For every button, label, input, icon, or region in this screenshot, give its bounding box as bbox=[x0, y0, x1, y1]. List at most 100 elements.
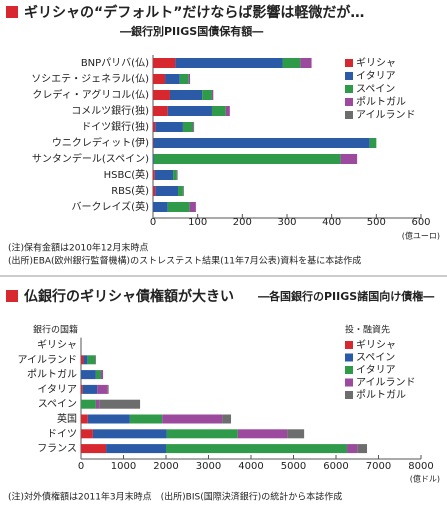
bar-segment bbox=[81, 400, 96, 409]
bar-segment bbox=[357, 444, 367, 453]
y-tick-label: BNPパリバ(仏) bbox=[81, 57, 149, 69]
legend-swatch bbox=[345, 366, 353, 374]
y-tick-label: ドイツ銀行(独) bbox=[81, 120, 149, 133]
bar-segment bbox=[183, 186, 184, 196]
bar-segment bbox=[212, 106, 226, 116]
bar-segment bbox=[153, 122, 155, 132]
bar-segment bbox=[226, 106, 230, 116]
bar-segment bbox=[99, 400, 140, 409]
note: (注)保有金額は2010年12月末時点 bbox=[8, 242, 148, 254]
legend-label: アイルランド bbox=[356, 109, 416, 121]
bar-segment bbox=[189, 74, 190, 84]
x-tick-label: 200 bbox=[233, 217, 252, 228]
legend-swatch bbox=[345, 72, 353, 80]
legend-label: ポルトガル bbox=[356, 389, 406, 401]
bar-segment bbox=[108, 385, 109, 394]
chart-subtitle: ―各国銀行のPIIGS諸国向け債権― bbox=[258, 289, 434, 303]
bar-segment bbox=[153, 90, 170, 100]
bar-segment bbox=[162, 415, 222, 424]
bar-segment bbox=[153, 202, 168, 212]
legend-swatch bbox=[345, 111, 353, 119]
x-tick-label: 100 bbox=[188, 217, 207, 228]
y-tick-label: イタリア bbox=[37, 383, 77, 395]
x-tick-label: 0 bbox=[150, 217, 156, 228]
bar-segment bbox=[81, 429, 93, 438]
bar-segment bbox=[300, 58, 311, 68]
bar-segment bbox=[222, 415, 231, 424]
bar-segment bbox=[154, 154, 341, 164]
y-tick-label: RBS(英) bbox=[111, 184, 149, 197]
legend-label: スペイン bbox=[356, 353, 395, 364]
legend-swatch bbox=[345, 391, 353, 399]
bar-segment bbox=[97, 385, 108, 394]
note: (出所)EBA(欧州銀行監督機構)のストレステスト結果(11年7月公表)資料を基… bbox=[8, 255, 361, 267]
y-tick-label: バークレイズ(英) bbox=[71, 200, 149, 213]
x-tick-label: 0 bbox=[78, 461, 84, 472]
bar-segment bbox=[193, 122, 194, 132]
y-tick-label: ギリシャ bbox=[37, 339, 77, 351]
heading-square bbox=[6, 6, 18, 18]
x-tick-label: 1000 bbox=[111, 461, 136, 472]
y-tick-label: ドイツ bbox=[47, 429, 77, 440]
legend-swatch bbox=[345, 98, 353, 106]
bar-segment bbox=[153, 170, 155, 180]
bar-segment bbox=[347, 444, 357, 453]
bar-segment bbox=[130, 415, 162, 424]
bar-segment bbox=[168, 106, 212, 116]
legend-swatch bbox=[345, 341, 353, 349]
bar-segment bbox=[101, 370, 103, 379]
bar-segment bbox=[153, 154, 154, 164]
unit-label: (億ユーロ) bbox=[402, 231, 440, 241]
x-tick-label: 600 bbox=[411, 217, 430, 228]
legend-label: イタリア bbox=[356, 364, 396, 376]
bar-segment bbox=[177, 170, 178, 180]
x-tick-label: 3000 bbox=[196, 461, 221, 472]
legend-label: スペイン bbox=[356, 84, 395, 95]
y-tick-label: ウニクレディット(伊) bbox=[52, 136, 149, 149]
x-tick-label: 4000 bbox=[238, 461, 263, 472]
axis-label: 銀行の国籍 bbox=[33, 324, 78, 336]
bar-segment bbox=[153, 58, 175, 68]
bar-segment bbox=[96, 370, 101, 379]
bar-segment bbox=[106, 444, 166, 453]
bar-segment bbox=[155, 186, 178, 196]
legend-label: イタリア bbox=[356, 70, 396, 82]
y-tick-label: HSBC(英) bbox=[104, 168, 149, 181]
x-tick-label: 300 bbox=[277, 217, 296, 228]
y-tick-label: 英国 bbox=[57, 412, 77, 425]
chart-title: ギリシャの“デフォルト”だけならば影響は軽微だが… bbox=[24, 4, 364, 21]
bar-segment bbox=[96, 400, 99, 409]
bar-segment bbox=[190, 202, 196, 212]
bar-segment bbox=[153, 186, 155, 196]
x-tick-label: 400 bbox=[322, 217, 341, 228]
bar-segment bbox=[202, 90, 212, 100]
bar-segment bbox=[167, 429, 238, 438]
bar-segment bbox=[153, 74, 165, 84]
x-tick-label: 8000 bbox=[408, 461, 433, 472]
legend-label: ギリシャ bbox=[356, 57, 396, 69]
unit-label: (億ドル) bbox=[410, 474, 440, 484]
bar-segment bbox=[155, 170, 173, 180]
y-tick-label: スペイン bbox=[38, 399, 77, 410]
y-tick-label: ソシエテ・ジェネラル(仏) bbox=[31, 73, 149, 85]
legend-label: アイルランド bbox=[356, 377, 416, 389]
bar-segment bbox=[166, 444, 347, 453]
bar-segment bbox=[81, 444, 106, 453]
chart-title: 仏銀行のギリシャ債権額が大きい bbox=[24, 288, 234, 305]
bar-segment bbox=[153, 138, 369, 148]
bar-segment bbox=[212, 90, 213, 100]
bar-segment bbox=[93, 429, 167, 438]
bar-segment bbox=[238, 429, 287, 438]
legend-swatch bbox=[345, 379, 353, 387]
bar-segment bbox=[81, 355, 84, 364]
bar-segment bbox=[87, 355, 95, 364]
bar-segment bbox=[341, 154, 358, 164]
bar-segment bbox=[81, 370, 96, 379]
bar-segment bbox=[173, 170, 177, 180]
heading-square bbox=[6, 290, 18, 302]
bar-segment bbox=[155, 122, 183, 132]
note: (注)対外債権額は2011年3月末時点 (出所)BIS(国際決済銀行)の統計から… bbox=[8, 491, 342, 503]
y-tick-label: フランス bbox=[37, 443, 77, 455]
bar-segment bbox=[88, 415, 130, 424]
